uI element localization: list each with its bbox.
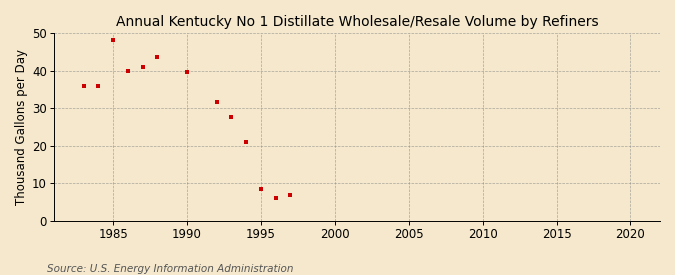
Point xyxy=(182,70,192,75)
Point xyxy=(152,55,163,60)
Point xyxy=(270,195,281,200)
Title: Annual Kentucky No 1 Distillate Wholesale/Resale Volume by Refiners: Annual Kentucky No 1 Distillate Wholesal… xyxy=(115,15,598,29)
Point xyxy=(137,65,148,69)
Point xyxy=(256,187,267,191)
Point xyxy=(226,115,237,120)
Text: Source: U.S. Energy Information Administration: Source: U.S. Energy Information Administ… xyxy=(47,264,294,274)
Y-axis label: Thousand Gallons per Day: Thousand Gallons per Day xyxy=(15,49,28,205)
Point xyxy=(122,68,133,73)
Point xyxy=(211,100,222,105)
Point xyxy=(285,192,296,197)
Point xyxy=(78,83,89,88)
Point xyxy=(93,83,104,88)
Point xyxy=(241,140,252,144)
Point xyxy=(108,38,119,43)
